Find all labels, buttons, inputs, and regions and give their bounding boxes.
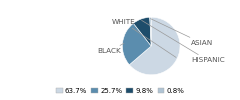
Text: BLACK: BLACK <box>97 43 124 54</box>
Wedge shape <box>150 17 151 46</box>
Text: HISPANIC: HISPANIC <box>142 20 225 63</box>
Text: ASIAN: ASIAN <box>150 19 213 46</box>
Wedge shape <box>129 17 180 75</box>
Wedge shape <box>133 17 151 46</box>
Text: WHITE: WHITE <box>112 19 176 57</box>
Wedge shape <box>122 23 151 65</box>
Legend: 63.7%, 25.7%, 9.8%, 0.8%: 63.7%, 25.7%, 9.8%, 0.8% <box>53 85 187 97</box>
